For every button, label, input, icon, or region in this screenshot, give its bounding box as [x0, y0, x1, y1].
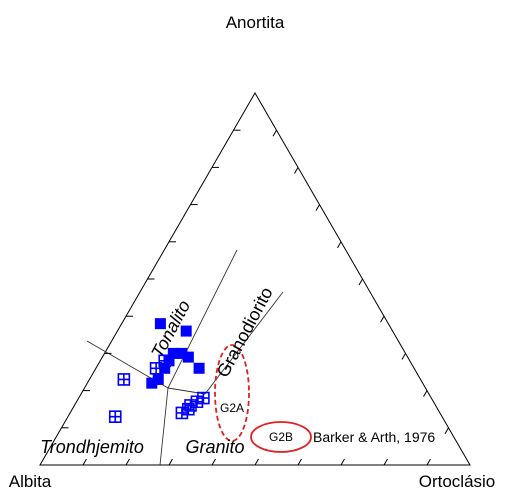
triangle	[39, 92, 471, 466]
vertex-label: Anortita	[226, 13, 285, 32]
point	[159, 362, 171, 374]
tick-mark	[272, 129, 277, 137]
point	[167, 347, 179, 359]
point	[180, 325, 192, 337]
point	[182, 351, 194, 363]
vertex-label: Ortoclásio	[419, 472, 496, 491]
vertex-label: Albita	[9, 472, 52, 491]
tick-mark	[426, 458, 431, 466]
point	[108, 410, 122, 423]
tick-mark	[211, 458, 216, 466]
point	[158, 354, 171, 368]
group-label: G2B	[269, 430, 293, 444]
tick-mark	[358, 278, 363, 286]
tick-mark	[401, 353, 406, 360]
point	[152, 373, 164, 385]
group-outline	[250, 421, 312, 453]
tick-mark	[423, 390, 428, 397]
point	[149, 361, 163, 375]
source-label: Barker & Arth, 1976	[313, 429, 435, 445]
tick-mark	[444, 427, 449, 435]
tick-mark	[337, 241, 342, 249]
tick-mark	[82, 458, 87, 466]
tick-mark	[340, 458, 345, 466]
tick-mark	[380, 315, 385, 323]
point	[175, 406, 189, 420]
point	[176, 347, 188, 359]
tick-mark	[125, 458, 130, 466]
tick-mark	[254, 458, 259, 466]
field-label: Granito	[185, 437, 244, 457]
tick-mark	[168, 458, 173, 466]
point	[184, 399, 197, 412]
tick-mark	[297, 458, 302, 466]
point	[190, 395, 204, 409]
group-label: G2A	[220, 401, 244, 415]
field-label: Trondhjemito	[40, 437, 144, 457]
point	[117, 373, 131, 386]
field-label: Granodiorito	[213, 284, 277, 381]
tick-mark	[315, 204, 320, 211]
point	[197, 391, 210, 405]
tick-mark	[294, 167, 299, 174]
group-outline	[214, 344, 250, 442]
tick-mark	[383, 458, 388, 466]
point	[154, 318, 166, 330]
point	[146, 377, 158, 389]
point	[193, 362, 205, 374]
